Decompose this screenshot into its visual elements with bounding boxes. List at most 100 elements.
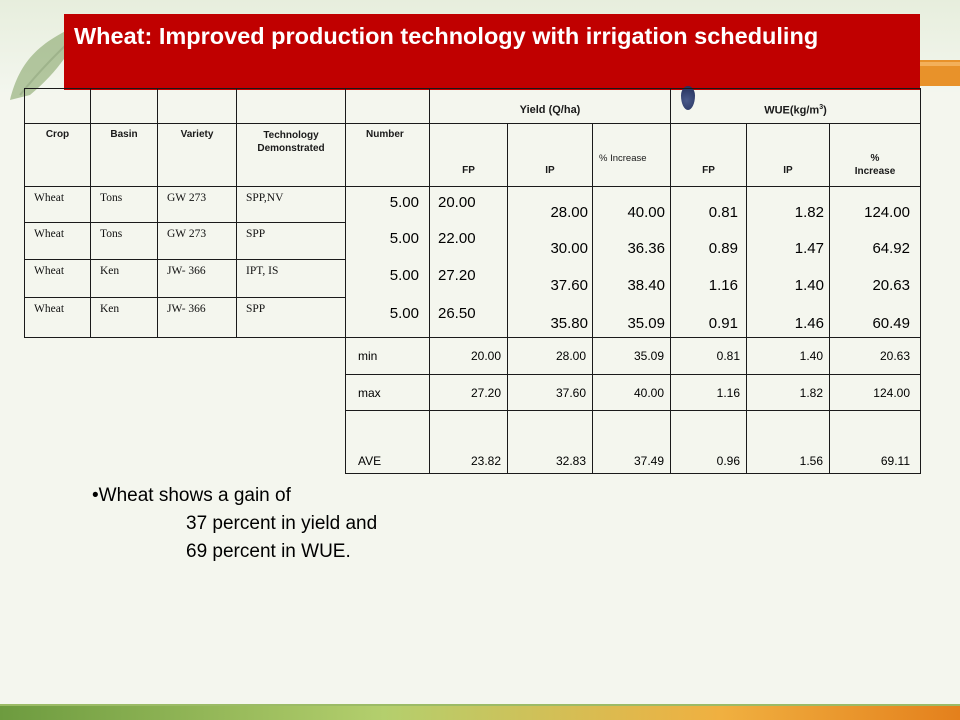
stats-text: 69.11 <box>880 454 910 468</box>
table-cell-wfp: 1.16 <box>670 259 747 298</box>
table-cell-number: 5.00 <box>345 259 430 298</box>
table-cell-winc: 64.92 <box>829 222 921 260</box>
table-cell-wfp: 0.89 <box>670 222 747 260</box>
cell-text: JW- 366 <box>167 303 206 315</box>
cell-text: Wheat <box>34 265 65 277</box>
stats-cell-yip: 28.00 <box>507 337 593 375</box>
cell-text: SPP,NV <box>246 192 284 204</box>
table-cell-technology: SPP <box>236 222 346 260</box>
cell-text: 1.46 <box>794 315 824 332</box>
cell-text: 20.00 <box>438 194 476 211</box>
stats-cell-yfp: 27.20 <box>429 374 508 411</box>
stats-cell-wfp: 0.96 <box>670 410 747 474</box>
stats-text: 40.00 <box>633 386 664 400</box>
header-crop: Crop <box>24 123 91 187</box>
wue-group-header: WUE(kg/m3) <box>670 88 921 124</box>
header-wue-ip: IP <box>746 123 830 187</box>
table-cell-technology: IPT, IS <box>236 259 346 298</box>
stats-text: 0.96 <box>716 454 740 468</box>
title-banner <box>64 14 920 90</box>
stats-text: 20.00 <box>470 349 501 363</box>
table-cell-number: 5.00 <box>345 222 430 260</box>
header-yield-increase: % Increase <box>592 123 671 187</box>
stats-cell-winc: 20.63 <box>829 337 921 375</box>
cell-text: 1.16 <box>708 277 738 294</box>
footer-band <box>0 706 960 720</box>
cell-text: 35.09 <box>627 315 665 332</box>
table-cell-wfp: 0.91 <box>670 297 747 338</box>
stats-text: 32.83 <box>555 454 586 468</box>
summary-yield-line: 37 percent in yield and <box>186 513 378 534</box>
table-cell-basin: Ken <box>90 297 158 338</box>
cell-text: IPT, IS <box>246 265 279 277</box>
table-cell-yfp: 22.00 <box>429 222 508 260</box>
stats-text: 124.00 <box>873 386 910 400</box>
table-cell-technology: SPP,NV <box>236 186 346 223</box>
summary-bullet: •Wheat shows a gain of <box>92 485 291 506</box>
cell-text: 37.60 <box>550 277 588 294</box>
table-cell-wip: 1.82 <box>746 186 830 223</box>
header-basin: Basin <box>90 123 158 187</box>
cell-text: JW- 366 <box>167 265 206 277</box>
stats-text: 0.81 <box>716 349 740 363</box>
footer-line <box>0 704 960 706</box>
table-cell-yfp: 20.00 <box>429 186 508 223</box>
cell-text: 1.40 <box>794 277 824 294</box>
table-cell-technology: SPP <box>236 297 346 338</box>
cell-text: GW 273 <box>167 192 207 204</box>
cell-text: 20.63 <box>872 277 910 294</box>
cell-text: Wheat <box>34 192 65 204</box>
cell-text: 5.00 <box>389 305 419 322</box>
yield-header-label: Yield (Q/ha) <box>519 104 581 116</box>
table-cell-winc: 60.49 <box>829 297 921 338</box>
header-empty-cell <box>157 88 237 124</box>
header-yield-fp: FP <box>429 123 508 187</box>
table-cell-basin: Ken <box>90 259 158 298</box>
stats-cell-yinc: 35.09 <box>592 337 671 375</box>
table-cell-wfp: 0.81 <box>670 186 747 223</box>
header-wue-increase: % Increase <box>829 123 921 187</box>
stats-cell-wfp: 1.16 <box>670 374 747 411</box>
header-number: Number <box>345 123 430 187</box>
cell-text: 35.80 <box>550 315 588 332</box>
table-cell-crop: Wheat <box>24 259 91 298</box>
stats-text: 1.40 <box>799 349 823 363</box>
stats-text: 20.63 <box>879 349 910 363</box>
stats-cell-yfp: 23.82 <box>429 410 508 474</box>
table-cell-wip: 1.40 <box>746 259 830 298</box>
stats-text: 37.60 <box>555 386 586 400</box>
cell-text: 64.92 <box>872 240 910 257</box>
stats-text: 27.20 <box>470 386 501 400</box>
table-cell-yfp: 26.50 <box>429 297 508 338</box>
cell-text: 5.00 <box>389 267 419 284</box>
table-cell-yip: 30.00 <box>507 222 593 260</box>
stats-cell-label: min <box>345 337 430 375</box>
stats-cell-label: max <box>345 374 430 411</box>
accent-bar-highlight <box>900 62 960 66</box>
table-cell-yip: 35.80 <box>507 297 593 338</box>
water-drop-icon <box>681 86 695 110</box>
yield-group-header: Yield (Q/ha) <box>429 88 671 124</box>
table-cell-yip: 37.60 <box>507 259 593 298</box>
table-cell-yinc: 38.40 <box>592 259 671 298</box>
table-cell-basin: Tons <box>90 186 158 223</box>
cell-text: 5.00 <box>389 194 419 211</box>
table-cell-wip: 1.46 <box>746 297 830 338</box>
cell-text: Ken <box>100 265 120 277</box>
cell-text: Ken <box>100 303 120 315</box>
table-cell-variety: JW- 366 <box>157 297 237 338</box>
cell-text: 60.49 <box>872 315 910 332</box>
header-yield-ip: IP <box>507 123 593 187</box>
stats-text: 37.49 <box>633 454 664 468</box>
header-technology: Technology Demonstrated <box>236 123 346 187</box>
table-cell-variety: JW- 366 <box>157 259 237 298</box>
cell-text: 1.47 <box>794 240 824 257</box>
table-cell-variety: GW 273 <box>157 222 237 260</box>
cell-text: 0.81 <box>708 204 738 221</box>
wue-header-label: WUE(kg/m3) <box>764 104 827 117</box>
table-cell-yinc: 36.36 <box>592 222 671 260</box>
stats-cell-yinc: 40.00 <box>592 374 671 411</box>
stats-text: 1.56 <box>799 454 823 468</box>
cell-text: Wheat <box>34 228 65 240</box>
header-wue-fp: FP <box>670 123 747 187</box>
